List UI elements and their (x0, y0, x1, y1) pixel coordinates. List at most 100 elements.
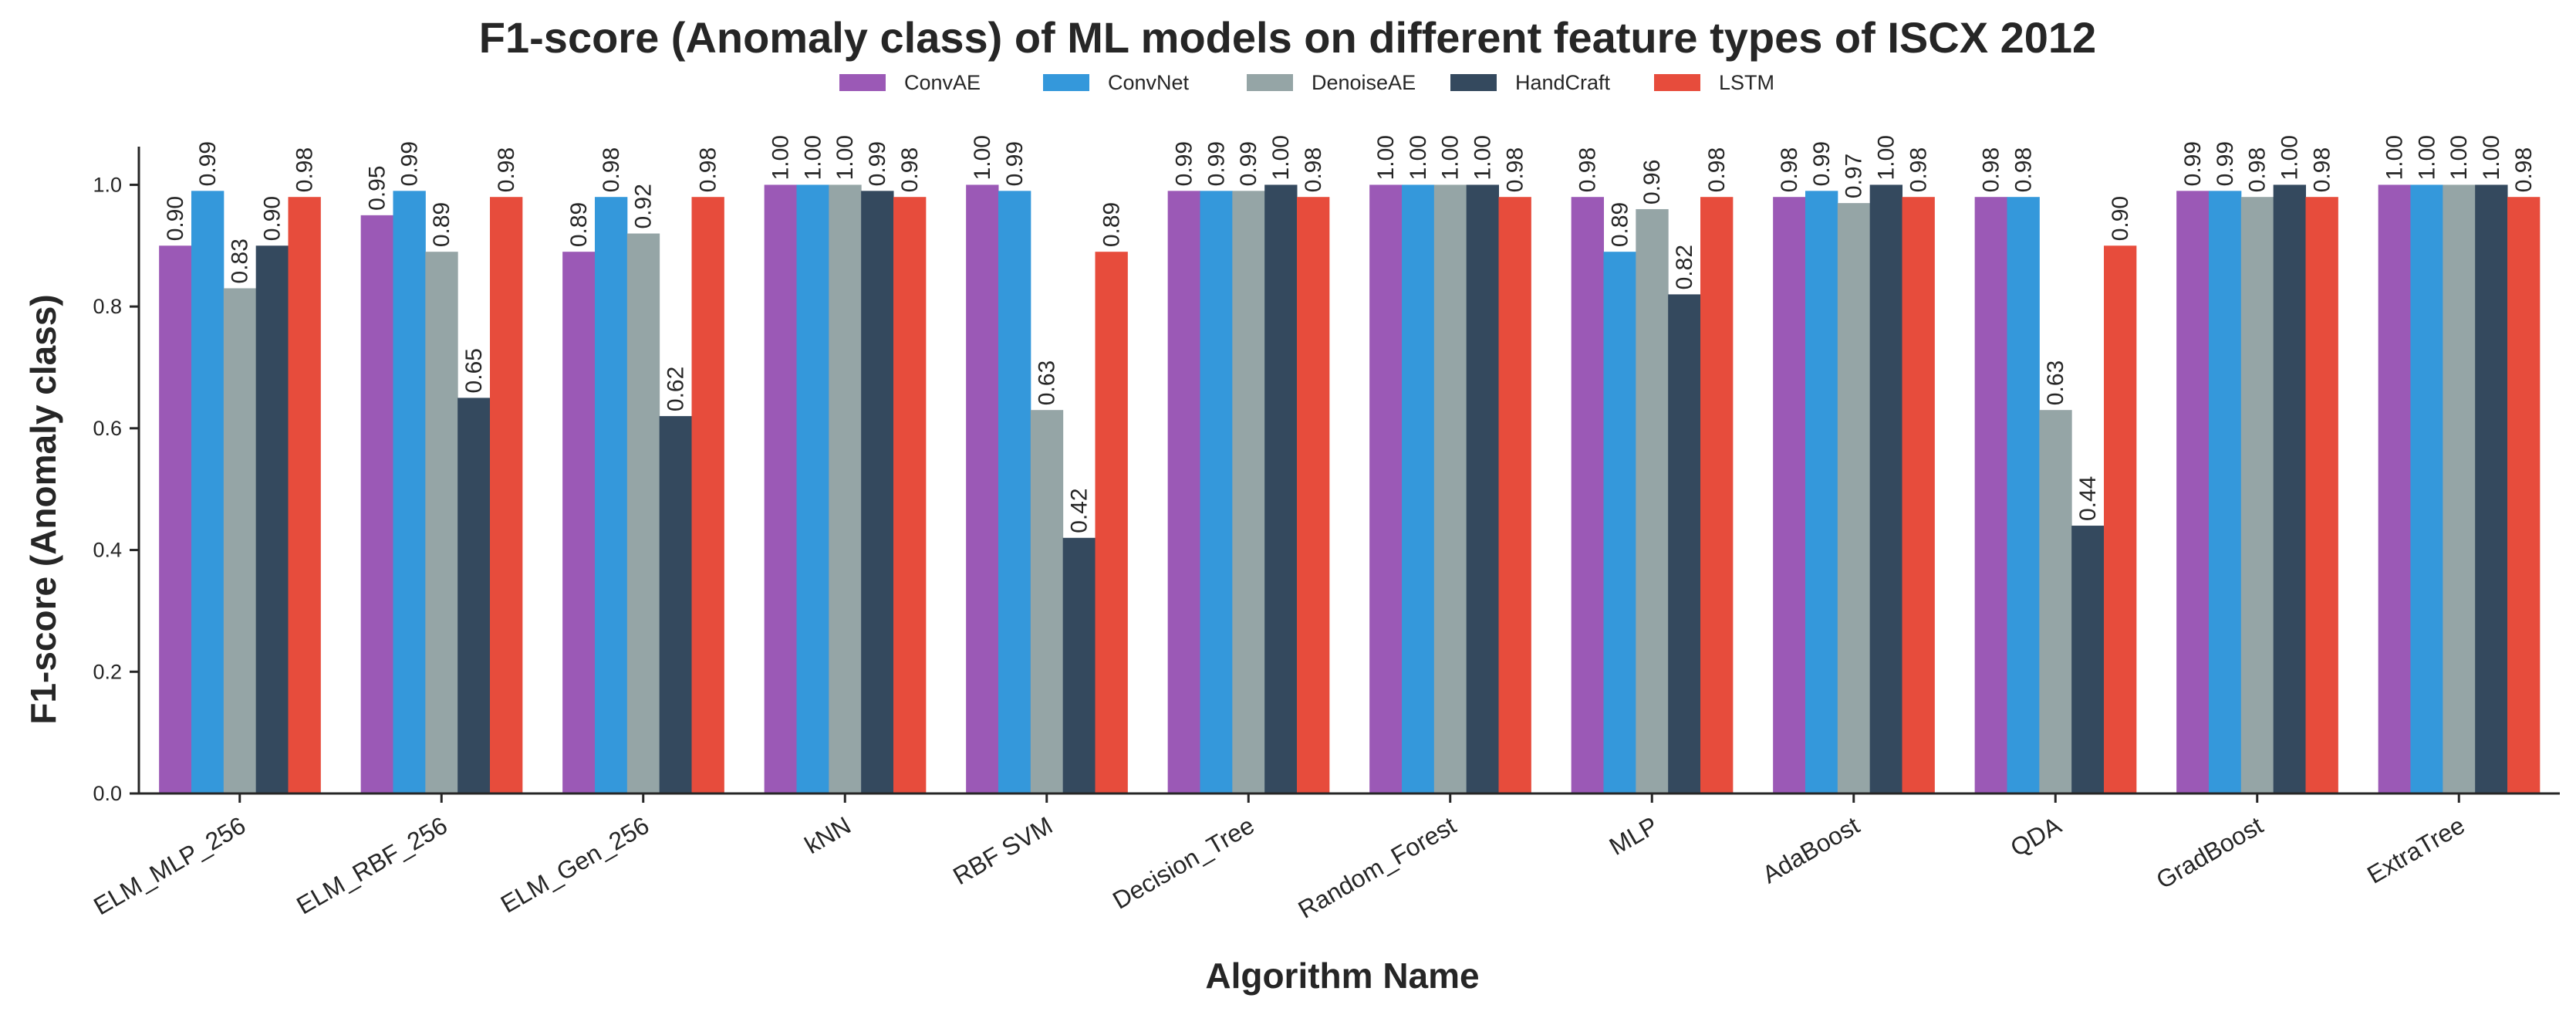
legend-label-convnet: ConvNet (1108, 71, 1190, 94)
bar-convae-8 (1773, 197, 1806, 793)
bar-label-convae-10: 0.99 (2180, 141, 2206, 186)
bar-label-denoiseae-5: 0.99 (1236, 141, 1261, 186)
bar-label-convae-1: 0.95 (365, 165, 390, 210)
bar-denoiseae-9 (2039, 410, 2072, 793)
bar-handcraft-2 (659, 416, 693, 793)
bar-convae-4 (966, 184, 999, 793)
legend-label-convae: ConvAE (904, 71, 981, 94)
bar-lstm-7 (1700, 197, 1734, 793)
bar-lstm-0 (288, 197, 321, 793)
bar-label-lstm-2: 0.98 (695, 147, 721, 192)
bar-label-convnet-7: 0.89 (1607, 202, 1632, 247)
bar-convnet-0 (191, 191, 225, 794)
bar-label-denoiseae-8: 0.97 (1842, 154, 1867, 198)
bar-convae-11 (2378, 184, 2411, 793)
bar-label-denoiseae-4: 0.63 (1035, 360, 1060, 405)
bar-handcraft-10 (2273, 184, 2307, 793)
bar-handcraft-4 (1062, 537, 1096, 793)
bar-convae-5 (1167, 191, 1200, 794)
legend-label-handcraft: HandCraft (1515, 71, 1611, 94)
bar-handcraft-3 (861, 191, 894, 794)
bar-label-lstm-5: 0.98 (1301, 147, 1326, 192)
bar-label-convnet-1: 0.99 (397, 141, 422, 186)
bar-label-lstm-11: 0.98 (2511, 147, 2537, 192)
bar-denoiseae-5 (1232, 191, 1265, 794)
x-tick-label-9: QDA (2006, 811, 2067, 862)
bar-handcraft-1 (457, 398, 491, 793)
legend: ConvAE ConvNet DenoiseAE HandCraft LSTM (839, 71, 1774, 94)
y-axis-label: F1-score (Anomaly class) (23, 294, 63, 724)
x-tick-label-5: Decision_Tree (1108, 811, 1259, 915)
bar-lstm-2 (691, 197, 724, 793)
bar-denoiseae-7 (1636, 208, 1669, 793)
bar-label-convnet-11: 1.00 (2414, 135, 2439, 180)
x-tick-label-11: ExtraTree (2362, 811, 2470, 889)
bar-lstm-4 (1095, 252, 1128, 794)
x-tick-label-2: ELM_Gen_256 (496, 811, 653, 919)
bar-convnet-8 (1805, 191, 1838, 794)
bar-label-lstm-10: 0.98 (2309, 147, 2335, 192)
bar-label-convae-4: 1.00 (970, 135, 995, 180)
bar-lstm-1 (490, 197, 523, 793)
bar-label-handcraft-1: 0.65 (461, 348, 487, 393)
bar-convnet-9 (2007, 197, 2040, 793)
bar-label-lstm-1: 0.98 (494, 147, 519, 192)
bar-label-handcraft-3: 0.99 (865, 141, 890, 186)
bar-label-convnet-10: 0.99 (2213, 141, 2238, 186)
bar-convae-3 (764, 184, 797, 793)
x-axis-label: Algorithm Name (1205, 956, 1479, 996)
bar-label-handcraft-11: 1.00 (2479, 135, 2504, 180)
bar-label-denoiseae-7: 0.96 (1639, 160, 1665, 205)
bar-label-lstm-0: 0.98 (292, 147, 317, 192)
y-tick-label-4: 0.8 (93, 295, 122, 318)
legend-label-lstm: LSTM (1719, 71, 1774, 94)
bar-denoiseae-10 (2240, 197, 2274, 793)
x-tick-label-6: Random_Forest (1294, 811, 1461, 924)
y-tick-label-5: 1.0 (93, 173, 122, 196)
bar-label-denoiseae-3: 1.00 (832, 135, 858, 180)
bar-label-handcraft-7: 0.82 (1672, 245, 1697, 289)
legend-label-denoiseae: DenoiseAE (1312, 71, 1416, 94)
bar-label-lstm-9: 0.90 (2108, 196, 2133, 241)
bar-denoiseae-3 (829, 184, 862, 793)
bar-label-handcraft-2: 0.62 (663, 367, 689, 411)
legend-swatch-convae (839, 74, 886, 91)
bar-label-convnet-3: 1.00 (800, 135, 825, 180)
bar-convae-1 (360, 215, 393, 793)
bar-lstm-9 (2104, 245, 2137, 793)
bar-label-handcraft-9: 0.44 (2075, 476, 2101, 521)
bar-label-convae-11: 1.00 (2382, 135, 2408, 180)
bar-convnet-6 (1401, 184, 1435, 793)
bar-label-convae-0: 0.90 (163, 196, 188, 241)
bar-convae-10 (2176, 191, 2210, 794)
bar-label-denoiseae-9: 0.63 (2043, 360, 2068, 405)
bar-label-handcraft-8: 1.00 (1874, 135, 1899, 180)
bar-label-convnet-0: 0.99 (195, 141, 221, 186)
bar-handcraft-9 (2071, 526, 2105, 793)
bar-label-denoiseae-1: 0.89 (429, 202, 454, 247)
bar-label-convnet-8: 0.99 (1809, 141, 1835, 186)
bar-handcraft-11 (2475, 184, 2508, 793)
bar-handcraft-5 (1264, 184, 1298, 793)
bar-label-convae-6: 1.00 (1373, 135, 1399, 180)
bar-label-denoiseae-6: 1.00 (1438, 135, 1464, 180)
bar-denoiseae-0 (223, 288, 257, 793)
bar-convnet-7 (1603, 252, 1636, 794)
bar-label-denoiseae-2: 0.92 (631, 184, 657, 228)
bar-handcraft-8 (1869, 184, 1903, 793)
bar-convnet-3 (796, 184, 829, 793)
bar-lstm-10 (2305, 197, 2338, 793)
bar-convae-6 (1369, 184, 1403, 793)
bar-label-handcraft-10: 1.00 (2277, 135, 2303, 180)
bar-convnet-2 (594, 197, 628, 793)
bar-label-denoiseae-10: 0.98 (2245, 147, 2270, 192)
legend-swatch-lstm (1654, 74, 1700, 91)
bar-handcraft-7 (1668, 294, 1701, 793)
bar-label-convae-9: 0.98 (1979, 147, 2004, 192)
x-tick-label-10: GradBoost (2152, 811, 2268, 895)
bar-convnet-1 (393, 191, 426, 794)
y-tick-label-3: 0.6 (93, 417, 122, 440)
bar-label-convae-2: 0.89 (566, 202, 592, 247)
bar-label-convnet-2: 0.98 (599, 147, 624, 192)
